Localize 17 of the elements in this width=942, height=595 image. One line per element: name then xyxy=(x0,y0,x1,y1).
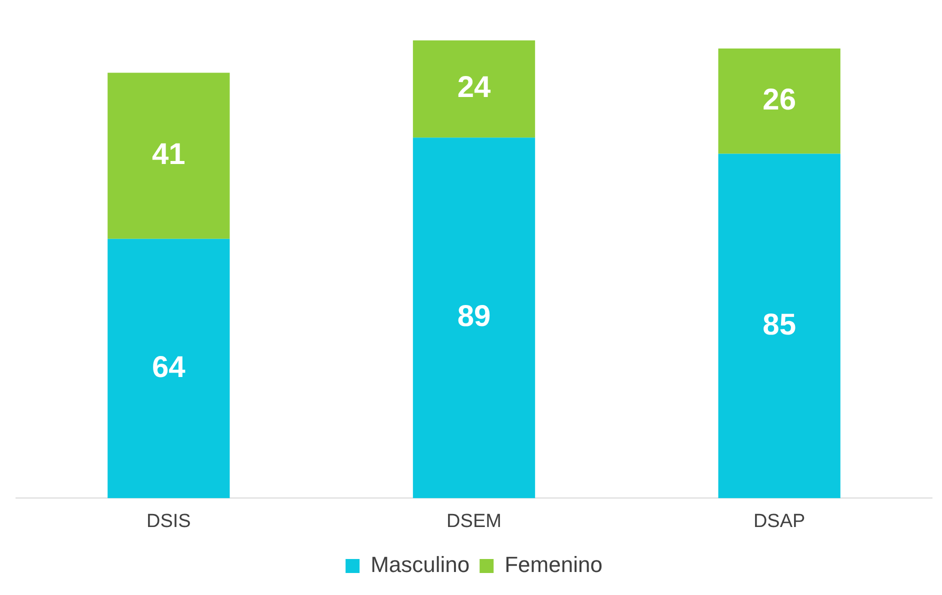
bar xyxy=(108,238,230,498)
x-tick-label: DSAP xyxy=(753,510,806,532)
bar xyxy=(718,48,840,154)
bar xyxy=(108,72,230,239)
data-label: 24 xyxy=(457,71,491,104)
bar xyxy=(718,154,840,498)
legend-label: Masculino xyxy=(370,552,470,578)
bar xyxy=(412,138,536,498)
data-label: 64 xyxy=(152,350,186,384)
data-label: 85 xyxy=(762,308,796,342)
legend-label: Femenino xyxy=(504,552,602,578)
data-label: 26 xyxy=(762,83,796,116)
data-label: 89 xyxy=(457,300,491,334)
bar xyxy=(412,40,536,138)
data-label: 41 xyxy=(152,138,186,172)
x-tick-label: DSIS xyxy=(146,510,191,532)
x-tick-label: DSEM xyxy=(446,510,502,532)
